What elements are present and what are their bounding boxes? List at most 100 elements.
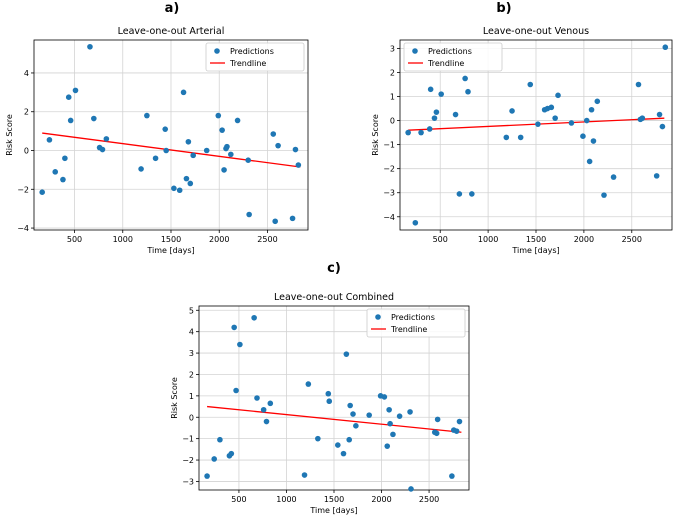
prediction-point [187, 180, 194, 187]
y-tick-label: −1 [182, 435, 194, 444]
prediction-point [639, 115, 646, 121]
prediction-point [438, 91, 444, 97]
prediction-point [347, 402, 353, 409]
prediction-point [390, 431, 396, 438]
chart-title: Leave-one-out Arterial [118, 26, 225, 37]
prediction-point [91, 115, 97, 122]
prediction-point [326, 398, 333, 405]
prediction-point [162, 126, 169, 132]
legend-label-trendline: Trendline [427, 59, 464, 68]
prediction-point [228, 450, 235, 457]
prediction-point [583, 117, 590, 124]
x-tick-label: 2500 [257, 235, 277, 244]
prediction-point [138, 166, 144, 172]
prediction-point [289, 215, 296, 222]
prediction-point [408, 486, 414, 492]
x-tick-label: 500 [67, 235, 82, 244]
prediction-point [215, 112, 222, 119]
prediction-point [456, 418, 463, 425]
prediction-point [353, 423, 359, 429]
prediction-point [39, 189, 46, 195]
prediction-point [386, 406, 392, 413]
prediction-point [245, 157, 251, 164]
prediction-point [433, 109, 440, 115]
prediction-point [270, 131, 277, 137]
prediction-point [234, 117, 241, 124]
prediction-point [594, 98, 601, 105]
prediction-point [509, 108, 515, 114]
prediction-point [407, 409, 413, 415]
trendline [207, 405, 462, 433]
prediction-point [412, 219, 419, 226]
y-tick-label: −3 [182, 477, 194, 486]
prediction-point [315, 435, 321, 442]
prediction-point [555, 92, 561, 99]
prediction-point [635, 81, 642, 88]
prediction-point [465, 88, 471, 95]
prediction-point [590, 138, 597, 144]
prediction-point [246, 211, 252, 218]
prediction-point [260, 406, 267, 413]
legend-label-predictions: Predictions [391, 313, 435, 322]
y-axis-label: Risk Score [371, 114, 380, 156]
prediction-point [662, 44, 669, 51]
prediction-point [219, 127, 225, 133]
y-tick-label: 0 [390, 117, 395, 126]
prediction-point [103, 136, 110, 142]
x-tick-label: 2000 [574, 235, 594, 244]
chart-panel: c) 500 1000 1500 2000 2500 −3 −2 −1 0 1 2 3 4 5 Leave-o… [170, 261, 470, 515]
y-tick-label: 2 [24, 108, 29, 117]
prediction-point [65, 94, 72, 100]
y-tick-label: 5 [189, 306, 194, 315]
legend-label-predictions: Predictions [428, 47, 472, 56]
prediction-point [163, 147, 169, 154]
y-tick-label: −2 [17, 185, 29, 194]
y-tick-label: −3 [383, 189, 395, 198]
y-axis-label: Risk Score [5, 114, 14, 156]
legend-label-trendline: Trendline [229, 59, 266, 68]
y-tick-label: 3 [189, 349, 194, 358]
y-tick-label: 0 [189, 413, 194, 422]
prediction-point [384, 443, 391, 449]
prediction-point [527, 81, 534, 88]
prediction-point [588, 106, 595, 113]
prediction-point [350, 411, 356, 417]
y-tick-label: −4 [17, 224, 29, 233]
x-axis-label: Time [days] [146, 246, 194, 255]
legend-marker-predictions [214, 48, 220, 54]
x-tick-label: 1500 [324, 495, 344, 504]
prediction-point [233, 387, 239, 394]
y-tick-label: −1 [383, 141, 395, 150]
x-tick-label: 1000 [276, 495, 296, 504]
prediction-point [659, 123, 666, 130]
prediction-point [452, 111, 459, 118]
prediction-point [325, 390, 332, 397]
prediction-point [301, 472, 308, 478]
prediction-point [180, 89, 187, 96]
prediction-point [228, 151, 234, 158]
prediction-point [183, 175, 190, 182]
x-tick-label: 2500 [622, 235, 642, 244]
chart-title: Leave-one-out Combined [274, 292, 394, 303]
prediction-point [346, 436, 353, 443]
legend-box [205, 42, 305, 72]
prediction-point [456, 191, 463, 197]
panel-label: b) [496, 1, 511, 16]
prediction-point [381, 394, 388, 400]
x-tick-label: 2500 [419, 495, 439, 504]
y-tick-label: 4 [24, 69, 29, 78]
prediction-point [517, 134, 524, 141]
prediction-point [152, 155, 159, 162]
y-tick-label: 2 [189, 370, 194, 379]
x-axis-label: Time [days] [511, 246, 559, 255]
prediction-point [418, 129, 424, 136]
prediction-point [366, 412, 372, 418]
prediction-point [343, 351, 350, 357]
prediction-point [426, 126, 433, 132]
prediction-point [433, 430, 440, 437]
prediction-point [292, 146, 299, 153]
y-tick-label: 4 [189, 328, 194, 337]
prediction-point [305, 381, 312, 387]
x-tick-label: 1500 [161, 235, 181, 244]
